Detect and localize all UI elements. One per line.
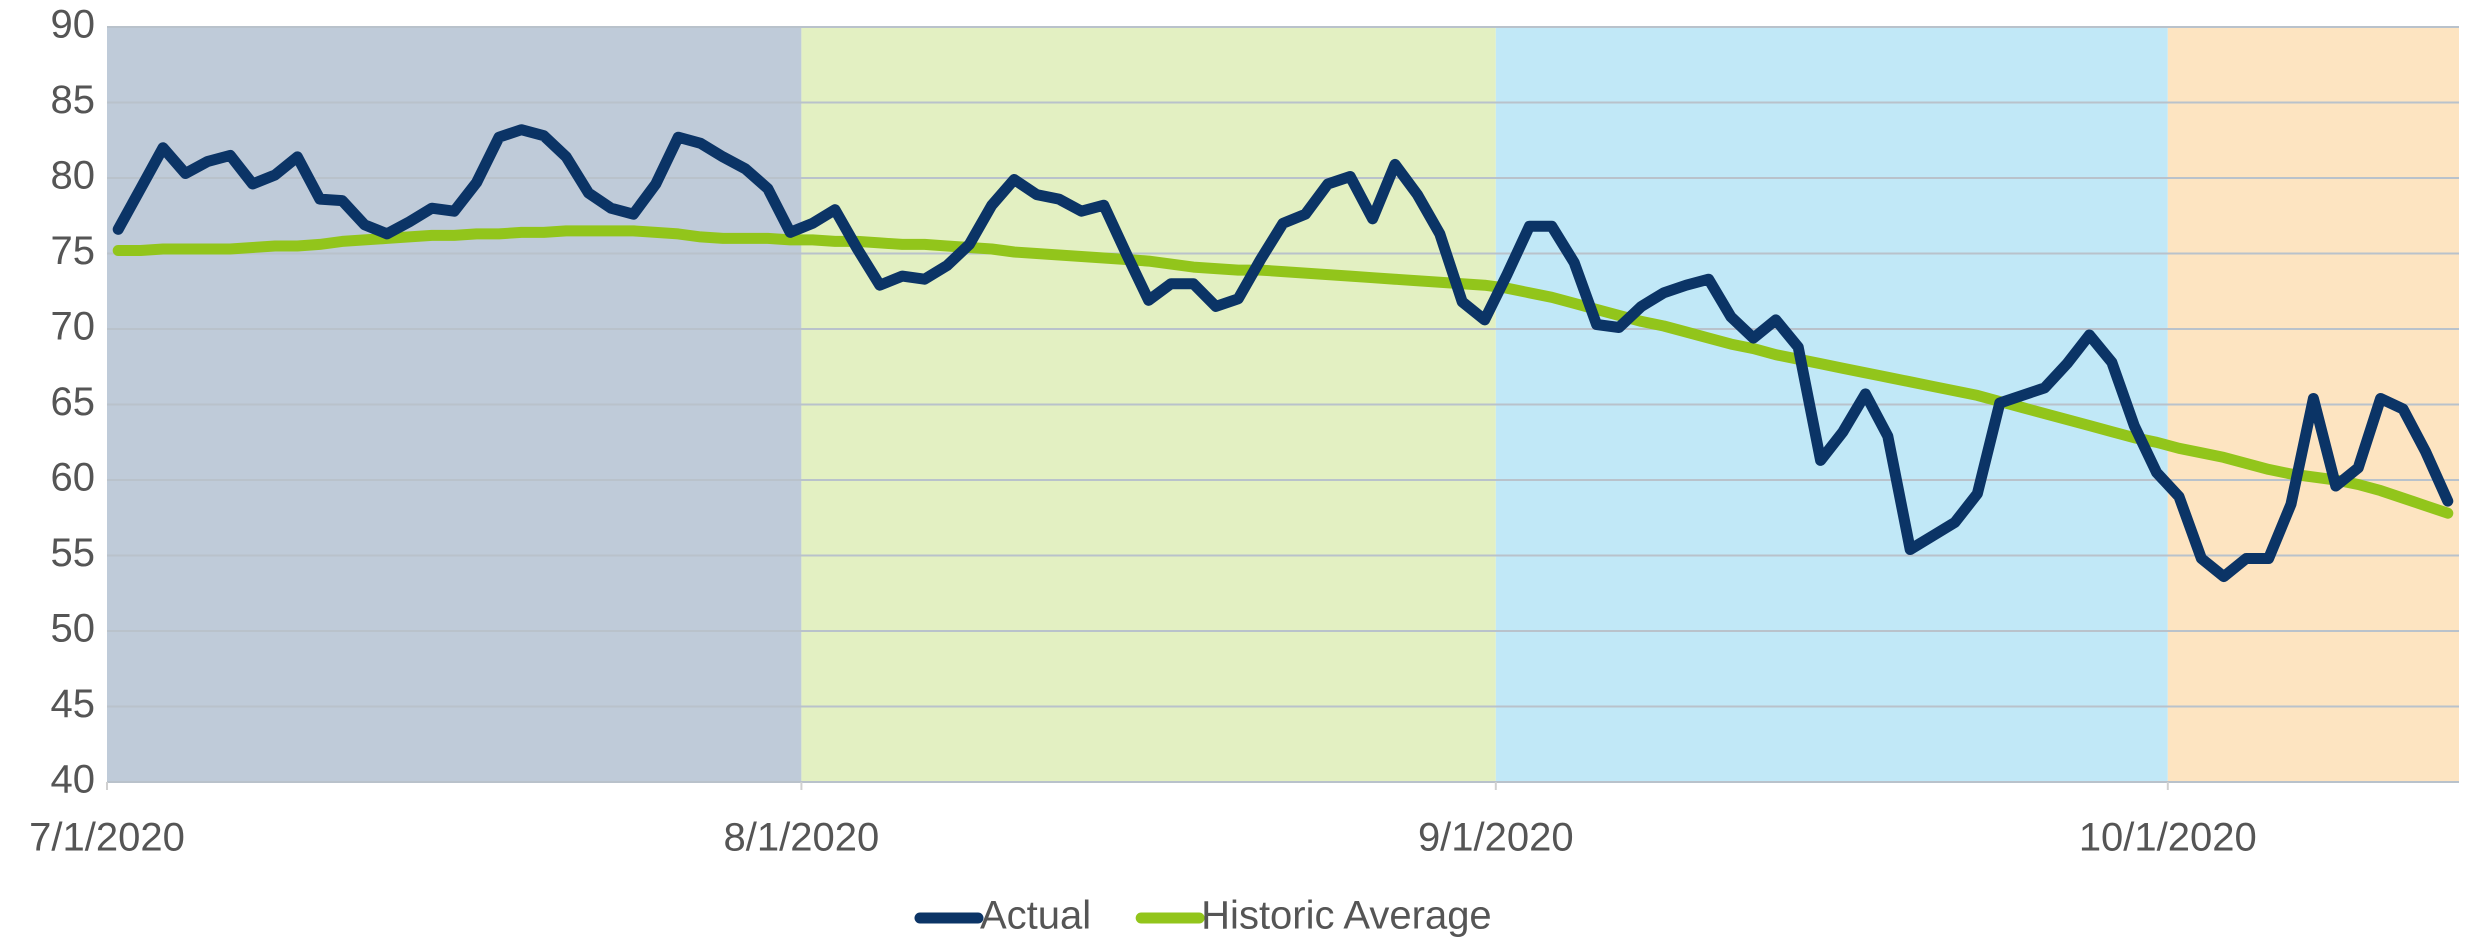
y-tick-label: 70 — [51, 305, 96, 349]
x-tick-label: 10/1/2020 — [2079, 816, 2257, 860]
y-tick-label: 75 — [51, 229, 96, 273]
legend-label: Actual — [980, 894, 1091, 938]
series-line — [112, 225, 2454, 519]
y-tick-label: 80 — [51, 154, 96, 198]
series-line — [112, 124, 2454, 583]
y-tick-label: 90 — [51, 3, 96, 47]
y-tick-label: 40 — [51, 758, 96, 802]
y-tick-label: 45 — [51, 682, 96, 726]
y-tick-label: 55 — [51, 531, 96, 575]
y-tick-label: 85 — [51, 78, 96, 122]
x-tick-label: 7/1/2020 — [29, 816, 185, 860]
y-tick-label: 50 — [51, 607, 96, 651]
y-tick-label: 60 — [51, 456, 96, 500]
y-tick-label: 65 — [51, 380, 96, 424]
x-tick-label: 9/1/2020 — [1418, 816, 1574, 860]
x-tick-label: 8/1/2020 — [724, 816, 880, 860]
legend-label: Historic Average — [1201, 894, 1492, 938]
